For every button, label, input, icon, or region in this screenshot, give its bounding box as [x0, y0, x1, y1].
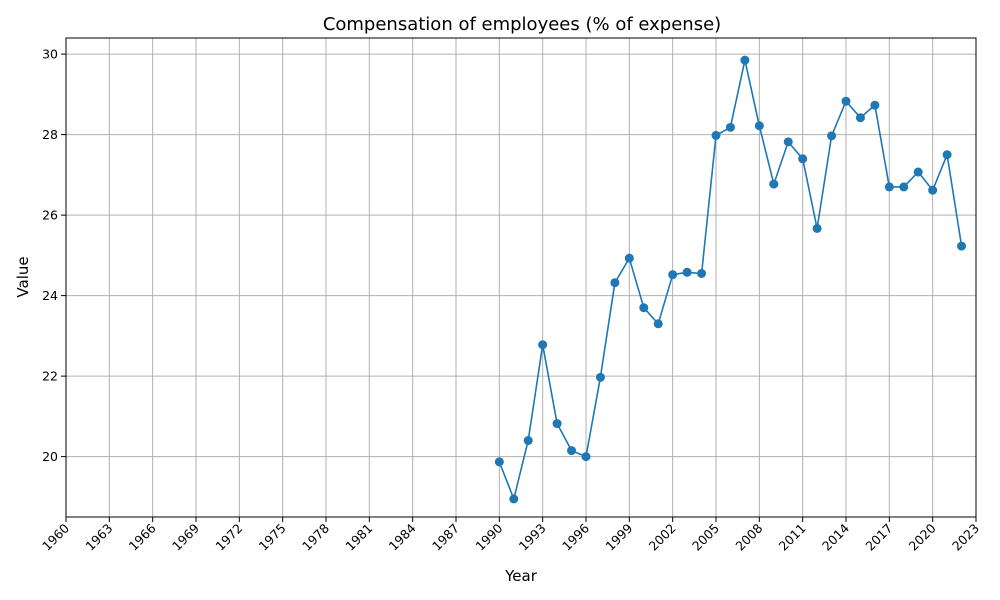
y-tick-label: 30	[42, 47, 58, 62]
data-point	[899, 182, 909, 192]
y-tick-label: 28	[42, 127, 58, 142]
data-point	[523, 436, 533, 446]
data-series	[494, 55, 967, 504]
x-tick-label: 1966	[126, 520, 159, 553]
data-point	[841, 96, 851, 106]
data-point	[538, 340, 548, 350]
data-point	[595, 372, 605, 382]
data-point	[581, 452, 591, 462]
x-tick-label: 1960	[39, 520, 72, 553]
x-tick-label: 1987	[429, 521, 462, 554]
y-tick-label: 26	[42, 208, 58, 223]
chart-title: Compensation of employees (% of expense)	[323, 14, 721, 35]
x-tick-label: 1999	[602, 520, 635, 553]
data-point	[668, 270, 678, 280]
x-axis-label: Year	[504, 567, 538, 585]
data-point	[725, 122, 735, 132]
data-point	[711, 130, 721, 140]
x-tick-label: 1996	[559, 520, 592, 553]
data-point	[769, 179, 779, 189]
x-tick-label: 1975	[256, 521, 289, 554]
grid	[65, 38, 977, 517]
plot-frame	[65, 37, 977, 518]
data-point	[928, 185, 938, 195]
y-tick-label: 22	[42, 369, 58, 384]
data-point	[610, 278, 620, 288]
x-tick-label: 1993	[516, 521, 549, 554]
data-point	[639, 303, 649, 313]
data-point	[798, 154, 808, 164]
x-tick-label: 1984	[386, 520, 419, 553]
x-tick-label: 2008	[732, 520, 765, 553]
y-axis: 20 22 24 26 28 30	[42, 47, 66, 464]
data-point	[855, 113, 865, 123]
data-point	[754, 121, 764, 131]
x-tick-label: 1978	[299, 520, 332, 553]
data-point	[567, 446, 577, 456]
data-point	[827, 131, 837, 141]
x-tick-label: 2017	[862, 521, 895, 554]
data-point	[957, 241, 967, 251]
x-tick-label: 1963	[82, 521, 115, 554]
x-tick-label: 1972	[212, 521, 245, 554]
data-point	[913, 167, 923, 177]
x-tick-label: 2011	[776, 521, 809, 554]
data-point	[624, 253, 634, 263]
x-tick-label: 2020	[906, 520, 939, 553]
y-axis-label: Value	[14, 256, 32, 297]
y-tick-label: 24	[42, 288, 58, 303]
y-tick-label: 20	[42, 449, 58, 464]
data-point	[509, 494, 519, 504]
x-tick-label: 2005	[689, 521, 722, 554]
data-point	[697, 268, 707, 278]
x-tick-label: 2023	[949, 521, 982, 554]
x-tick-label: 2014	[819, 520, 852, 553]
data-point	[494, 457, 504, 467]
x-tick-label: 2002	[646, 521, 679, 554]
x-tick-label: 1981	[342, 521, 375, 554]
data-point	[884, 182, 894, 192]
data-point	[740, 55, 750, 65]
data-point	[653, 319, 663, 329]
data-point	[870, 100, 880, 110]
data-point	[812, 223, 822, 233]
x-axis: 1960 1963 1966 1969 1972 1975 1978 1981 1984 1987…	[39, 517, 982, 554]
x-tick-label: 1990	[472, 520, 505, 553]
x-tick-label: 1969	[169, 520, 202, 553]
data-point	[783, 137, 793, 147]
data-point	[942, 150, 952, 160]
data-point	[682, 267, 692, 277]
data-point	[552, 419, 562, 429]
